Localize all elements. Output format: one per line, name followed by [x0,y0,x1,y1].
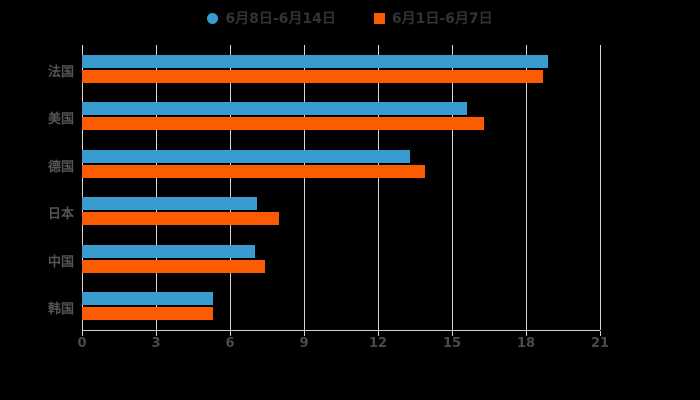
bar-group [82,54,600,83]
legend-item-series-0[interactable]: 6月8日-6月14日 [207,8,336,28]
x-tick-label: 9 [299,336,309,351]
bar-1[interactable] [82,259,265,273]
y-axis-category-label: 美国 [47,112,74,128]
legend-label-series-1: 6月1日-6月7日 [391,11,493,27]
x-tick-label: 18 [516,336,536,351]
x-tick-label: 0 [77,336,87,351]
x-tick-mark [378,331,379,336]
bar-0[interactable] [82,292,213,306]
x-tick-label: 6 [225,336,235,351]
x-gridline [82,45,83,330]
x-gridline [600,45,601,330]
bar-group [82,244,600,273]
bar-0[interactable] [82,54,549,68]
legend-dot-icon [207,12,219,24]
y-axis-category-label: 日本 [47,207,74,223]
bar-1[interactable] [82,212,280,226]
x-tick-mark [526,331,527,336]
bar-group [82,197,600,226]
x-axis-line [82,330,600,331]
y-axis-category-labels: 法国美国德国日本中国韩国 [0,45,74,330]
bar-1[interactable] [82,164,425,178]
x-gridline [378,45,379,330]
x-gridline [452,45,453,330]
y-axis-category-label: 中国 [47,254,74,270]
bar-group [82,102,600,131]
x-tick-mark [600,331,601,336]
x-tick-mark [82,331,83,336]
x-tick-mark [156,331,157,336]
plot-area [82,45,601,330]
x-tick-label: 15 [442,336,462,351]
bar-0[interactable] [82,149,411,163]
chart-legend: 6月8日-6月14日 6月1日-6月7日 [0,6,700,30]
y-axis-category-label: 韩国 [47,302,74,318]
bar-group [82,149,600,178]
x-tick-label: 12 [368,336,388,351]
x-gridline [526,45,527,330]
bar-0[interactable] [82,244,255,258]
x-gridline [304,45,305,330]
legend-label-series-0: 6月8日-6月14日 [225,11,336,27]
x-tick-label: 3 [151,336,161,351]
legend-square-icon [373,12,385,24]
bar-1[interactable] [82,117,485,131]
bar-0[interactable] [82,197,258,211]
bar-0[interactable] [82,102,467,116]
x-gridline [156,45,157,330]
x-tick-mark [230,331,231,336]
bar-1[interactable] [82,69,544,83]
x-tick-mark [452,331,453,336]
y-axis-category-label: 法国 [47,64,74,80]
y-axis-category-label: 德国 [47,159,74,175]
bar-1[interactable] [82,307,213,321]
x-tick-label: 21 [590,336,610,351]
x-tick-mark [304,331,305,336]
x-axis-tick-labels: 0 3 6 9 12 15 18 21 [77,336,609,356]
legend-item-series-1[interactable]: 6月1日-6月7日 [373,8,493,28]
x-gridline [230,45,231,330]
bar-group [82,292,600,321]
